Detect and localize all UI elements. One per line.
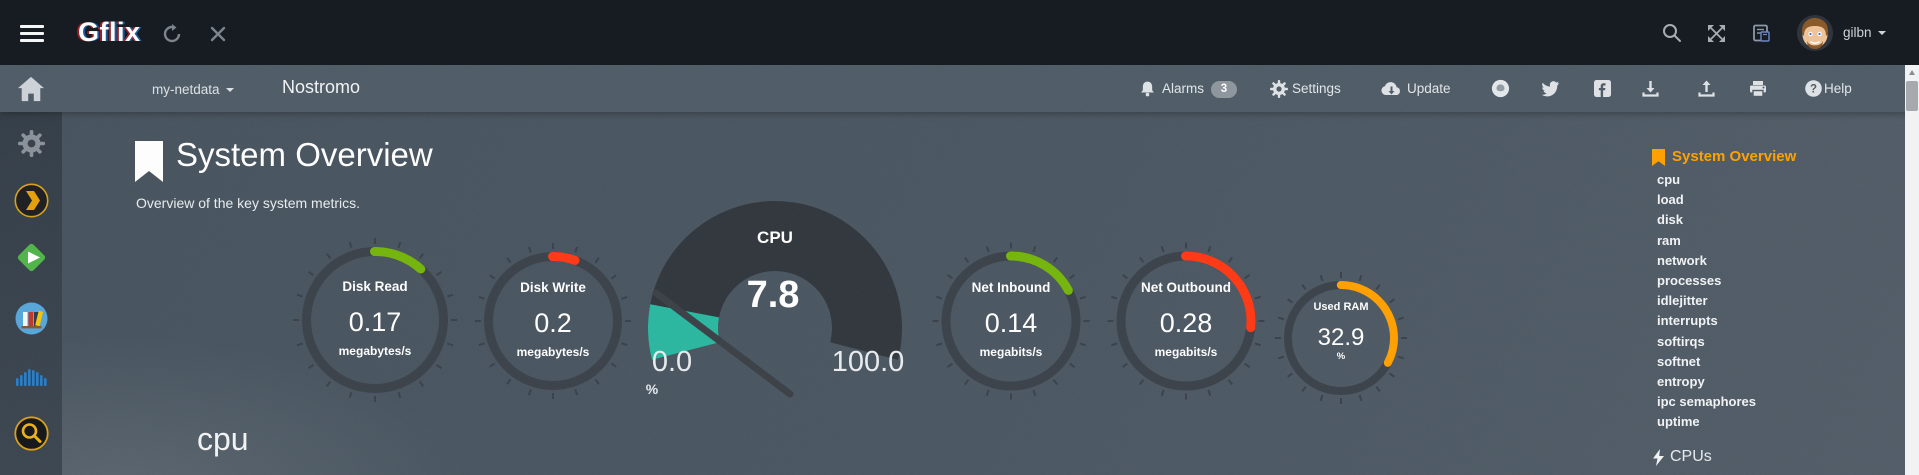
gauge-min-label: 0.0 <box>651 346 693 378</box>
toc-active-section[interactable]: System Overview <box>1672 148 1797 165</box>
gauge-net-outbound[interactable]: Net Outbound 0.28 megabits/s <box>1101 236 1271 406</box>
search-icon[interactable] <box>1662 23 1682 43</box>
gauge-title: Net Inbound <box>971 280 1051 295</box>
toc-next-section[interactable]: CPUs <box>1670 448 1712 465</box>
jackett-search-icon[interactable] <box>0 416 62 451</box>
gauge-disk-write[interactable]: Disk Write 0.2 megabytes/s <box>468 236 638 406</box>
gauge-title: CPU <box>757 228 793 247</box>
bell-icon[interactable] <box>1139 80 1156 98</box>
gauge-units: megabits/s <box>979 345 1043 359</box>
toc-link[interactable]: disk <box>1657 212 1684 228</box>
home-icon[interactable] <box>0 76 62 102</box>
toc-link[interactable]: cpu <box>1657 172 1681 187</box>
gauge-units: megabits/s <box>1154 345 1218 359</box>
gauge-value: 0.17 <box>348 307 402 337</box>
toc-section-links: cpu load disk ram network processes idlejitter… <box>1657 172 1897 434</box>
refresh-icon[interactable] <box>162 24 182 44</box>
hostname: Nostromo <box>282 77 361 97</box>
chevron-down-icon <box>1877 31 1886 36</box>
page-subtitle: Overview of the key system metrics. <box>136 195 361 211</box>
expand-icon[interactable] <box>1707 24 1726 43</box>
gauge-title: Net Outbound <box>1141 280 1231 295</box>
scrollbar[interactable] <box>1905 65 1919 475</box>
app-logo[interactable]: Gflix <box>78 17 141 47</box>
chevron-down-icon <box>225 88 234 93</box>
gauge-value: 7.8 <box>746 274 800 316</box>
bookmark-icon <box>1652 149 1665 166</box>
gauge-value: 0.28 <box>1159 308 1213 338</box>
export-icon[interactable] <box>1698 80 1715 98</box>
help-button[interactable]: Help <box>1824 81 1852 96</box>
settings-button[interactable]: Settings <box>1292 81 1341 96</box>
username-label: gilbn <box>1843 25 1872 40</box>
import-icon[interactable] <box>1642 80 1659 98</box>
avatar-image <box>1797 15 1833 51</box>
help-icon[interactable]: ? <box>1805 80 1822 97</box>
toc-link[interactable]: softnet <box>1657 353 1701 369</box>
github-icon[interactable] <box>1491 79 1510 98</box>
book-icon[interactable] <box>1752 24 1770 43</box>
toc-link[interactable]: interrupts <box>1657 313 1718 329</box>
twitter-icon[interactable] <box>1541 81 1560 97</box>
emby-icon[interactable] <box>0 241 62 274</box>
scrollbar-up-button[interactable] <box>1905 65 1919 80</box>
bookmark-icon <box>135 141 163 182</box>
facebook-icon[interactable] <box>1594 80 1611 97</box>
gauge-disk-read[interactable]: Disk Read 0.17 megabytes/s <box>290 235 460 405</box>
gauge-net-inbound[interactable]: Net Inbound 0.14 megabits/s <box>926 236 1096 406</box>
lightning-icon <box>1653 449 1664 466</box>
scrollbar-thumb[interactable] <box>1906 81 1918 111</box>
triangle-up-icon <box>1908 70 1915 75</box>
host-dropdown[interactable]: my-netdata <box>152 82 234 97</box>
alarms-button[interactable]: Alarms <box>1162 81 1205 96</box>
organizr-topbar: Gflix <box>0 0 1919 65</box>
username-dropdown[interactable]: gilbn <box>1843 25 1886 40</box>
page-title: System Overview <box>176 136 433 173</box>
svg-text:?: ? <box>1810 84 1817 96</box>
gauge-value: 32.9 <box>1317 324 1365 351</box>
gauge-title: Disk Read <box>342 279 408 294</box>
gear-icon[interactable] <box>0 130 62 157</box>
toc-link[interactable]: ram <box>1657 232 1681 248</box>
print-icon[interactable] <box>1749 80 1767 98</box>
toc-link[interactable]: ipc semaphores <box>1657 394 1756 410</box>
menu-icon[interactable] <box>20 25 44 42</box>
gauge-units: % <box>645 381 659 397</box>
toc-link[interactable]: load <box>1657 192 1684 208</box>
gauge-units: megabytes/s <box>516 345 590 359</box>
toc-link[interactable]: softirqs <box>1657 333 1705 349</box>
host-dropdown-label: my-netdata <box>152 82 220 97</box>
alarms-count-badge[interactable]: 3 <box>1211 81 1237 98</box>
gear-icon[interactable] <box>1270 80 1288 98</box>
cloud-download-icon[interactable] <box>1381 81 1402 97</box>
gauge-used-ram[interactable]: Used RAM 32.9 % <box>1271 268 1411 408</box>
gauge-max-label: 100.0 <box>831 346 905 378</box>
avatar[interactable] <box>1797 15 1833 51</box>
toc-link[interactable]: processes <box>1657 272 1722 288</box>
toc-link[interactable]: entropy <box>1657 373 1705 389</box>
toc-link[interactable]: idlejitter <box>1657 293 1708 309</box>
toc-link[interactable]: uptime <box>1657 414 1700 430</box>
audio-cloud-icon[interactable] <box>0 364 62 390</box>
gauge-units: megabytes/s <box>338 344 412 358</box>
gauge-value: 0.2 <box>534 308 572 338</box>
gauge-units: % <box>1336 351 1346 362</box>
update-button[interactable]: Update <box>1407 81 1451 96</box>
gauge-title: Used RAM <box>1313 301 1369 313</box>
gauge-value: 0.14 <box>984 308 1038 338</box>
section-heading-cpu: cpu <box>197 421 249 457</box>
library-icon[interactable] <box>0 302 62 335</box>
close-icon[interactable] <box>210 26 226 42</box>
plex-icon[interactable] <box>0 183 62 218</box>
gauge-title: Disk Write <box>520 280 586 295</box>
toc-link[interactable]: network <box>1657 252 1707 268</box>
